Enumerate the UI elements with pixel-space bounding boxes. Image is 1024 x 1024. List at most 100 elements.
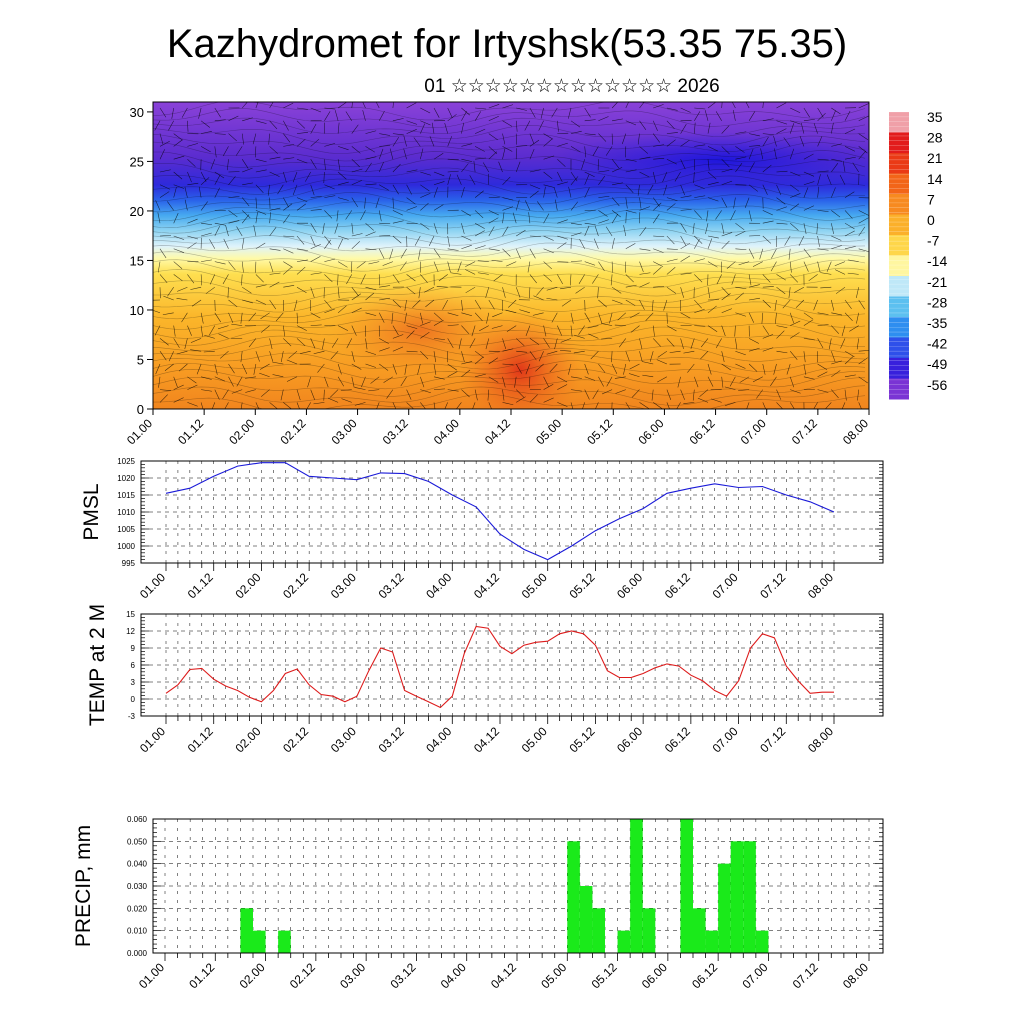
wind-barb xyxy=(331,338,339,348)
precip-bar xyxy=(567,841,580,953)
pmsl-x-tick-label: 01.12 xyxy=(185,570,216,601)
wind-barb xyxy=(639,206,650,211)
wind-barb xyxy=(748,248,755,259)
wind-barb xyxy=(485,338,490,350)
wind-barb xyxy=(203,350,215,353)
wind-barb xyxy=(694,274,703,283)
wind-barb xyxy=(775,312,777,324)
wind-barb xyxy=(292,171,298,183)
wind-barb xyxy=(322,338,325,350)
wind-barb xyxy=(420,148,424,160)
pmsl-x-tick-label: 02.12 xyxy=(280,570,311,601)
wind-barb xyxy=(761,312,764,324)
wind-barb xyxy=(680,389,685,400)
wind-barb xyxy=(694,299,702,309)
wind-barb xyxy=(612,299,623,305)
wind-barb xyxy=(296,248,308,251)
wind-barb xyxy=(790,107,801,113)
wind-barb xyxy=(776,102,787,109)
wind-barb xyxy=(337,287,340,299)
wind-barb xyxy=(647,184,654,195)
wind-barb xyxy=(296,286,307,293)
pmsl-x-tick-label: 06.00 xyxy=(614,570,645,601)
isotherm-contour xyxy=(153,117,866,137)
wind-barb xyxy=(241,363,248,375)
wind-barb xyxy=(752,376,763,383)
wind-barb xyxy=(365,363,377,368)
wind-barb xyxy=(420,321,431,326)
precip-y-axis-title: PRECIP, mm xyxy=(72,825,95,947)
wind-barb xyxy=(283,120,289,131)
temp-2m-panel: -3 0 3 6 9 12 15 01.00 01.12 02.00 02.12 03.00 03.12… xyxy=(86,604,884,755)
wind-barb xyxy=(683,402,695,404)
wind-barb xyxy=(557,219,568,224)
wind-barb xyxy=(433,181,445,186)
wind-barb xyxy=(461,122,465,134)
wind-barb xyxy=(858,226,866,237)
wind-barb xyxy=(639,282,650,288)
wind-barb xyxy=(735,292,744,301)
temp-x-tick-label: 03.00 xyxy=(328,724,359,755)
wind-barb xyxy=(529,248,536,259)
wind-barb xyxy=(231,389,243,394)
wind-barb xyxy=(242,210,251,219)
wind-barb xyxy=(224,402,229,409)
wind-barb xyxy=(173,248,185,253)
wind-barb xyxy=(721,363,732,371)
wind-barb xyxy=(267,184,270,196)
wind-barb xyxy=(598,133,607,142)
wind-barb xyxy=(543,186,546,198)
wind-barb xyxy=(307,376,311,388)
wind-barb xyxy=(317,363,325,373)
wind-barb xyxy=(159,234,171,237)
wind-barb xyxy=(173,184,185,189)
wind-barb xyxy=(570,171,578,182)
wind-barb xyxy=(536,287,544,296)
wind-barb xyxy=(310,223,317,233)
precip-bar xyxy=(718,863,731,953)
wind-barb xyxy=(447,389,459,392)
wind-barb xyxy=(163,295,174,301)
wind-barb xyxy=(334,223,339,234)
colorbar-label: 0 xyxy=(927,212,935,228)
precip-x-tick-label: 07.00 xyxy=(739,960,770,991)
wind-barb xyxy=(255,299,267,305)
wind-barb xyxy=(587,325,599,329)
wind-barb xyxy=(570,376,582,379)
wind-barb xyxy=(700,338,709,348)
cross-section-panel: 0 5 10 15 20 25 30 01.00 01.12 02.00 02.12 03.00 03.… xyxy=(124,101,871,447)
pmsl-x-tick-label: 02.00 xyxy=(232,570,263,601)
wind-barb xyxy=(461,312,473,317)
wind-barb xyxy=(488,196,500,198)
wind-barb xyxy=(584,107,591,118)
wind-barb xyxy=(457,261,462,273)
temp-x-tick-label: 07.12 xyxy=(757,724,788,755)
cross-x-tick-label: 03.00 xyxy=(329,416,360,447)
wind-barb xyxy=(729,376,736,387)
precip-bar xyxy=(755,930,769,953)
wind-barb xyxy=(346,274,353,285)
wind-barb xyxy=(433,312,443,321)
isotherm-contour xyxy=(153,108,866,128)
wind-barb xyxy=(475,245,486,250)
wind-barb xyxy=(557,325,562,336)
wind-barb xyxy=(391,312,394,324)
wind-barb xyxy=(406,129,417,134)
wind-barb xyxy=(310,195,322,198)
wind-barb xyxy=(447,371,458,378)
colorbar-swatch xyxy=(889,317,909,338)
wind-barb xyxy=(365,231,376,237)
wind-barb xyxy=(392,118,404,122)
precip-bar xyxy=(730,841,744,953)
wind-barb xyxy=(324,143,336,147)
chart-title: Kazhydromet for Irtyshsk(53.35 75.35) xyxy=(167,22,847,66)
wind-barb xyxy=(617,312,626,321)
colorbar-swatch xyxy=(889,255,909,277)
wind-barb xyxy=(269,299,277,310)
wind-barb xyxy=(773,135,777,147)
wind-barb xyxy=(365,146,375,153)
wind-barb xyxy=(858,146,868,154)
wind-barb xyxy=(225,225,229,237)
wind-barb xyxy=(338,235,349,240)
precip-bar xyxy=(617,930,631,953)
